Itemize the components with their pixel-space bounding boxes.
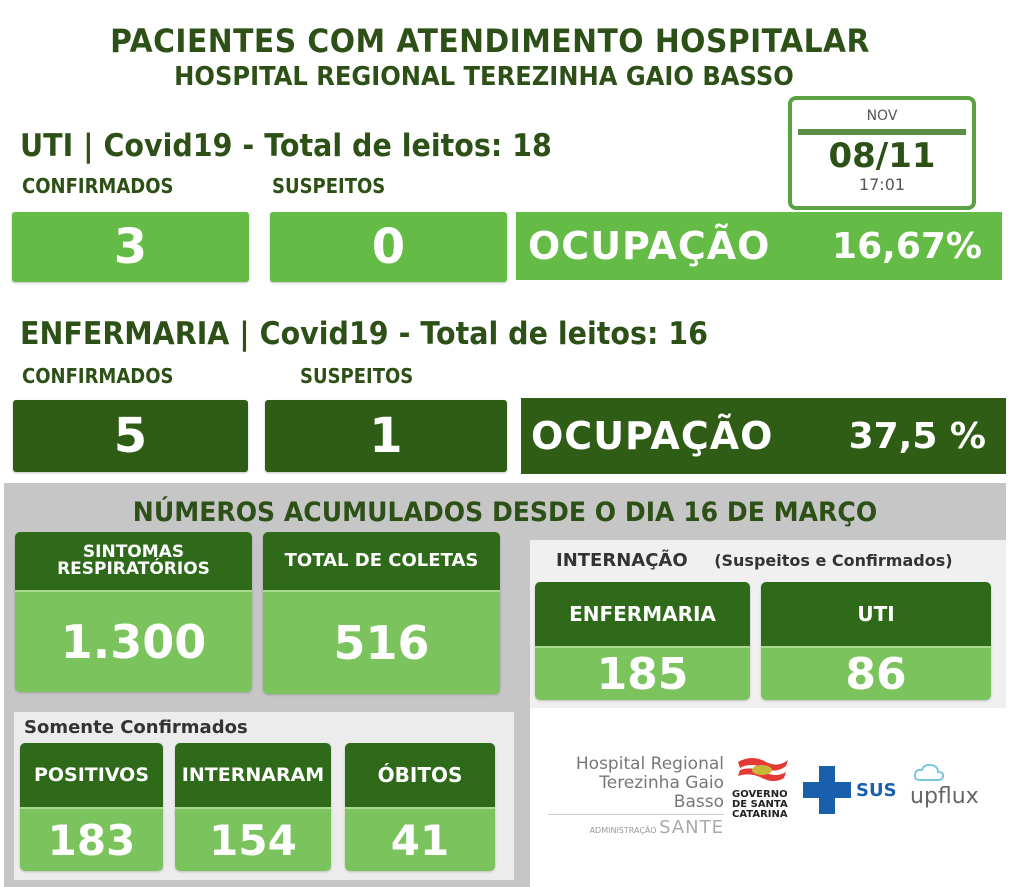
date-month: NOV <box>866 108 898 124</box>
enfermaria-confirmed-label: CONFIRMADOS <box>22 364 174 388</box>
enfermaria-occupancy-label: OCUPAÇÃO <box>531 414 774 458</box>
page-title: PACIENTES COM ATENDIMENTO HOSPITALAR <box>110 22 870 60</box>
obitos-label: ÓBITOS <box>345 743 495 807</box>
uti-occupancy-tile: OCUPAÇÃO 16,67% <box>516 212 1002 280</box>
date-time: 17:01 <box>858 175 906 194</box>
positivos-value: 183 <box>20 807 163 871</box>
hospital-subtitle: HOSPITAL REGIONAL TEREZINHA GAIO BASSO <box>174 62 794 92</box>
internacao-uti-label: UTI <box>761 582 991 646</box>
sintomas-value: 1.300 <box>15 590 252 692</box>
enfermaria-suspected-label: SUSPEITOS <box>300 364 414 388</box>
enfermaria-suspected-value: 1 <box>369 408 403 464</box>
sante-brand: SANTE <box>659 817 724 838</box>
accumulated-title: NÚMEROS ACUMULADOS DESDE O DIA 16 DE MAR… <box>132 497 878 528</box>
coletas-value: 516 <box>263 590 500 694</box>
uti-confirmed-tile: 3 <box>12 212 249 282</box>
uti-suspected-value: 0 <box>371 219 406 275</box>
internacao-uti-value: 86 <box>761 646 991 700</box>
internaram-card: INTERNARAM 154 <box>175 743 331 871</box>
sus-cross-icon <box>803 766 851 814</box>
sc-line3: CATARINA <box>732 809 788 820</box>
cloud-icon <box>913 763 945 781</box>
admin-label: ADMINISTRAÇÃO <box>589 826 657 835</box>
internacao-enfermaria-card: ENFERMARIA 185 <box>535 582 750 700</box>
santa-catarina-flag-icon <box>738 758 788 781</box>
sus-label: SUS <box>856 779 897 801</box>
santa-catarina-logo: GOVERNO DE SANTA CATARINA <box>732 756 794 820</box>
date-divider <box>798 129 966 135</box>
sc-line2: DE SANTA <box>732 799 788 810</box>
date-badge: NOV 08/11 17:01 <box>788 96 976 210</box>
hospital-logo-admin: ADMINISTRAÇÃO SANTE <box>548 817 724 838</box>
internaram-label: INTERNARAM <box>175 743 331 807</box>
hospital-logo-line2: Terezinha Gaio Basso <box>548 774 724 815</box>
sintomas-label-1: SINTOMAS <box>82 542 185 562</box>
uti-heading: UTI | Covid19 - Total de leitos: 18 <box>20 128 552 164</box>
obitos-card: ÓBITOS 41 <box>345 743 495 871</box>
positivos-card: POSITIVOS 183 <box>20 743 163 871</box>
internacao-uti-card: UTI 86 <box>761 582 991 700</box>
obitos-value: 41 <box>345 807 495 871</box>
sintomas-label-2: RESPIRATÓRIOS <box>57 559 210 579</box>
enfermaria-confirmed-value: 5 <box>113 408 148 464</box>
upflux-logo: upflux <box>910 762 979 809</box>
coletas-card: TOTAL DE COLETAS 516 <box>263 532 500 694</box>
hospital-logo-line1: Hospital Regional <box>575 754 724 774</box>
uti-suspected-label: SUSPEITOS <box>272 174 386 198</box>
coletas-label: TOTAL DE COLETAS <box>263 532 500 590</box>
positivos-label: POSITIVOS <box>20 743 163 807</box>
sc-line1: GOVERNO <box>732 789 788 800</box>
confirmed-only-title: Somente Confirmados <box>24 717 248 738</box>
enfermaria-heading: ENFERMARIA | Covid19 - Total de leitos: … <box>20 316 709 352</box>
internacao-enfermaria-value: 185 <box>535 646 750 700</box>
uti-suspected-tile: 0 <box>270 212 507 282</box>
hospital-logo: Hospital Regional Terezinha Gaio Basso A… <box>548 755 724 838</box>
sintomas-card: SINTOMAS RESPIRATÓRIOS 1.300 <box>15 532 252 692</box>
accumulated-panel <box>4 483 1006 540</box>
sus-logo: SUS <box>803 766 897 814</box>
uti-confirmed-value: 3 <box>113 219 148 275</box>
enfermaria-suspected-tile: 1 <box>265 400 507 472</box>
upflux-label: upflux <box>910 784 979 809</box>
enfermaria-occupancy-value: 37,5 % <box>848 415 986 457</box>
enfermaria-occupancy-tile: OCUPAÇÃO 37,5 % <box>521 398 1006 474</box>
internaram-value: 154 <box>175 807 331 871</box>
uti-confirmed-label: CONFIRMADOS <box>22 174 174 198</box>
sintomas-header: SINTOMAS RESPIRATÓRIOS <box>15 532 252 590</box>
date-day: 08/11 <box>828 136 936 176</box>
internacao-enfermaria-label: ENFERMARIA <box>535 582 750 646</box>
uti-occupancy-value: 16,67% <box>832 225 982 267</box>
internacao-label: INTERNAÇÃO <box>556 550 688 571</box>
uti-occupancy-label: OCUPAÇÃO <box>528 224 771 268</box>
internacao-subtitle: (Suspeitos e Confirmados) <box>714 551 953 570</box>
enfermaria-confirmed-tile: 5 <box>13 400 248 472</box>
internacao-title: INTERNAÇÃO (Suspeitos e Confirmados) <box>556 550 953 571</box>
